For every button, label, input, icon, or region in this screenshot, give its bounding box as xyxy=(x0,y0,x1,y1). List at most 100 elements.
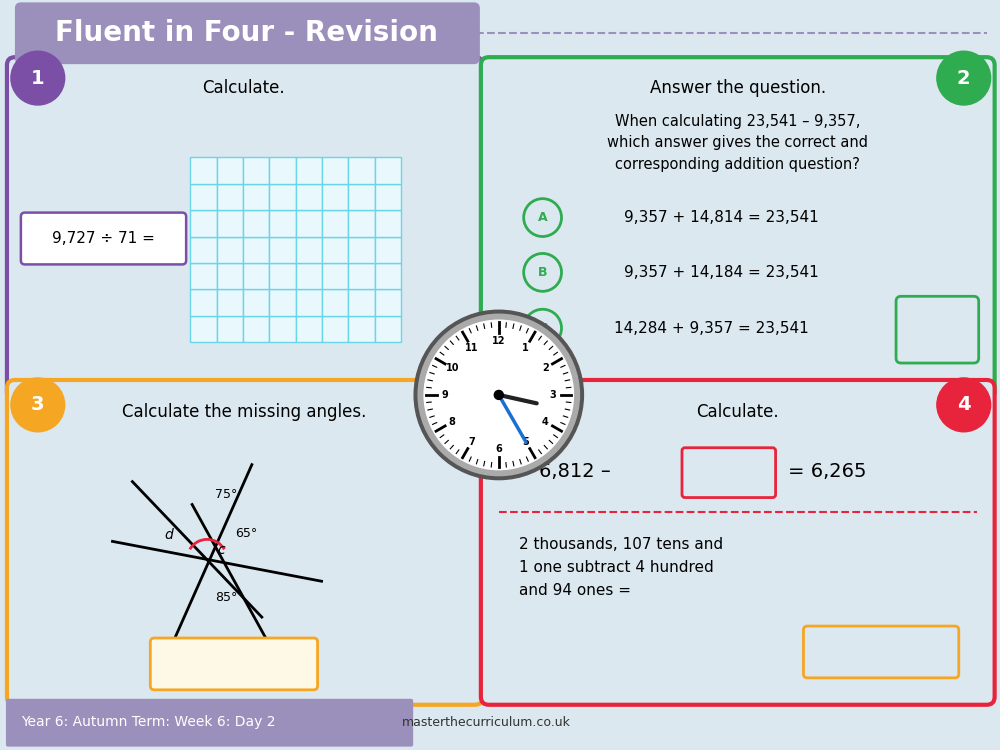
Bar xyxy=(348,210,375,236)
Text: 1: 1 xyxy=(31,68,45,88)
Circle shape xyxy=(424,320,573,470)
Bar xyxy=(296,184,322,210)
Bar xyxy=(322,290,348,316)
Text: 4: 4 xyxy=(542,417,549,427)
Text: masterthecurriculum.co.uk: masterthecurriculum.co.uk xyxy=(401,716,570,729)
FancyBboxPatch shape xyxy=(15,2,480,64)
Bar xyxy=(375,158,401,184)
Bar xyxy=(375,290,401,316)
Text: c: c xyxy=(217,543,225,557)
Text: = 6,265: = 6,265 xyxy=(788,462,866,482)
Text: C: C xyxy=(538,322,547,334)
Circle shape xyxy=(524,254,562,291)
Bar xyxy=(243,263,269,290)
Text: 9,357 + 14,814 = 23,541: 9,357 + 14,814 = 23,541 xyxy=(624,210,819,225)
Bar xyxy=(296,158,322,184)
Text: Calculate the missing angles.: Calculate the missing angles. xyxy=(122,403,366,421)
Text: 10: 10 xyxy=(445,363,459,373)
Bar xyxy=(190,316,217,342)
Circle shape xyxy=(937,51,991,105)
Text: A: A xyxy=(538,211,547,224)
Bar xyxy=(217,158,243,184)
Bar xyxy=(243,236,269,263)
Text: 6,812 –: 6,812 – xyxy=(539,462,610,482)
Bar xyxy=(348,184,375,210)
Text: 9,357 + 14,184 = 23,541: 9,357 + 14,184 = 23,541 xyxy=(624,265,819,280)
Bar xyxy=(375,210,401,236)
Bar xyxy=(217,184,243,210)
Bar xyxy=(190,184,217,210)
Bar xyxy=(269,158,296,184)
Text: 75°: 75° xyxy=(215,488,237,500)
Bar xyxy=(243,158,269,184)
Bar xyxy=(190,158,217,184)
Circle shape xyxy=(937,378,991,432)
Bar xyxy=(375,263,401,290)
Bar xyxy=(269,184,296,210)
FancyBboxPatch shape xyxy=(21,212,186,265)
Text: 3: 3 xyxy=(549,390,556,400)
Bar xyxy=(348,316,375,342)
Bar xyxy=(375,184,401,210)
FancyBboxPatch shape xyxy=(481,57,995,400)
Text: 9,727 ÷ 71 =: 9,727 ÷ 71 = xyxy=(52,231,155,246)
Bar xyxy=(269,263,296,290)
Bar xyxy=(348,290,375,316)
Bar xyxy=(217,236,243,263)
FancyBboxPatch shape xyxy=(7,380,483,705)
Circle shape xyxy=(11,378,65,432)
Bar xyxy=(269,290,296,316)
Bar xyxy=(269,236,296,263)
Bar xyxy=(322,236,348,263)
Circle shape xyxy=(11,51,65,105)
Bar xyxy=(348,236,375,263)
Text: 8: 8 xyxy=(449,417,456,427)
Text: 2: 2 xyxy=(542,363,549,373)
Text: 4: 4 xyxy=(957,395,971,415)
Bar xyxy=(348,263,375,290)
Bar xyxy=(296,263,322,290)
FancyBboxPatch shape xyxy=(150,638,318,690)
Text: B: B xyxy=(538,266,547,279)
Text: Answer the question.: Answer the question. xyxy=(650,79,826,97)
Bar xyxy=(190,210,217,236)
Text: 5: 5 xyxy=(522,436,529,446)
FancyBboxPatch shape xyxy=(896,296,979,363)
Text: 6: 6 xyxy=(495,444,502,454)
FancyBboxPatch shape xyxy=(682,448,776,497)
Bar xyxy=(322,210,348,236)
Text: 9: 9 xyxy=(442,390,448,400)
Bar xyxy=(296,316,322,342)
Bar xyxy=(322,184,348,210)
FancyBboxPatch shape xyxy=(481,380,995,705)
Bar xyxy=(243,210,269,236)
Text: 2 thousands, 107 tens and
1 one subtract 4 hundred
and 94 ones =: 2 thousands, 107 tens and 1 one subtract… xyxy=(519,537,723,598)
Circle shape xyxy=(418,314,579,476)
Text: When calculating 23,541 – 9,357,
which answer gives the correct and
correspondin: When calculating 23,541 – 9,357, which a… xyxy=(607,114,868,172)
Bar xyxy=(296,290,322,316)
Bar xyxy=(296,210,322,236)
Text: 12: 12 xyxy=(492,336,506,346)
Text: Calculate.: Calculate. xyxy=(696,403,779,421)
Bar xyxy=(375,236,401,263)
Text: 1: 1 xyxy=(522,344,529,353)
Bar xyxy=(269,316,296,342)
Bar xyxy=(243,290,269,316)
Text: 14,284 + 9,357 = 23,541: 14,284 + 9,357 = 23,541 xyxy=(614,321,809,336)
Bar xyxy=(243,184,269,210)
Circle shape xyxy=(414,310,583,479)
Bar xyxy=(322,158,348,184)
Text: 2: 2 xyxy=(957,68,971,88)
Bar xyxy=(348,158,375,184)
Bar xyxy=(217,210,243,236)
FancyBboxPatch shape xyxy=(6,699,413,746)
Bar xyxy=(243,316,269,342)
Bar xyxy=(375,316,401,342)
Text: 85°: 85° xyxy=(215,591,237,604)
Text: 11: 11 xyxy=(465,344,479,353)
Text: 3: 3 xyxy=(31,395,45,415)
Bar xyxy=(322,316,348,342)
FancyBboxPatch shape xyxy=(7,57,483,400)
Bar xyxy=(269,210,296,236)
Circle shape xyxy=(524,309,562,347)
